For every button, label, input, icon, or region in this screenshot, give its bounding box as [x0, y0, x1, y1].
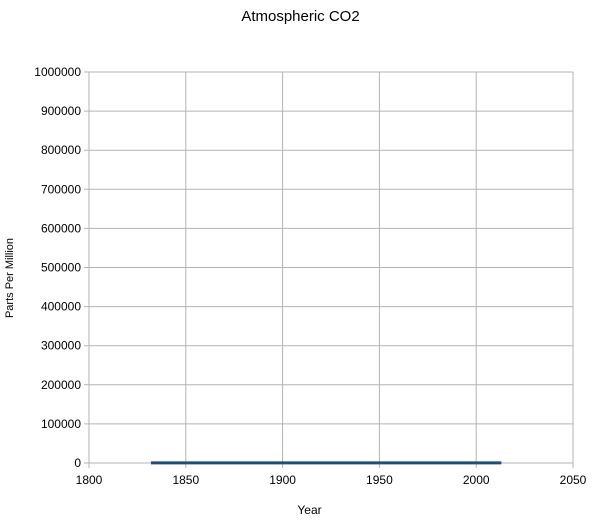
y-tick-label: 500000 — [41, 261, 81, 275]
y-tick-label: 700000 — [41, 182, 81, 196]
y-tick-label: 1000000 — [34, 65, 81, 79]
y-tick-label: 600000 — [41, 221, 81, 235]
x-tick-label: 2000 — [463, 473, 490, 487]
y-tick-label: 400000 — [41, 300, 81, 314]
y-tick-label: 900000 — [41, 104, 81, 118]
x-tick-label: 1850 — [172, 473, 199, 487]
x-tick-label: 1800 — [76, 473, 103, 487]
y-tick-label: 100000 — [41, 417, 81, 431]
y-tick-label: 0 — [74, 456, 81, 470]
x-tick-label: 1950 — [366, 473, 393, 487]
x-axis-label: Year — [297, 503, 322, 517]
x-tick-label: 2050 — [560, 473, 587, 487]
y-tick-label: 200000 — [41, 378, 81, 392]
y-tick-label: 800000 — [41, 143, 81, 157]
chart-title: Atmospheric CO2 — [241, 8, 360, 25]
x-tick-label: 1900 — [269, 473, 296, 487]
y-tick-label: 300000 — [41, 339, 81, 353]
